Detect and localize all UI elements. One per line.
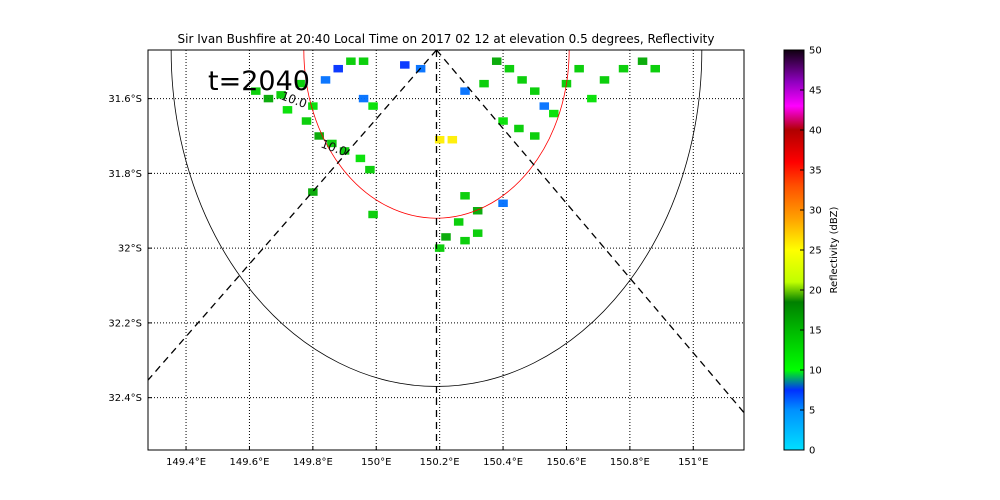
echo-cell — [472, 229, 483, 237]
colorbar-tick-label: 50 — [809, 46, 822, 57]
echo-cell — [479, 79, 489, 88]
echo-cell — [358, 57, 369, 65]
echo-cell — [491, 57, 502, 65]
grid — [148, 50, 744, 450]
echo-cell — [453, 218, 464, 226]
echo-cell — [539, 102, 550, 110]
echo-cell — [346, 57, 356, 65]
colorbar-tick-label: 10 — [809, 366, 822, 377]
echo-cell — [460, 87, 470, 95]
echo-cell — [530, 87, 540, 95]
echo-cell — [447, 135, 458, 144]
echo-cell — [308, 188, 318, 196]
x-tick-label: 149.8°E — [293, 457, 333, 468]
echo-cell — [339, 147, 350, 155]
echo-cell — [574, 64, 584, 73]
echo-cell — [276, 91, 286, 99]
echo-cell — [504, 64, 515, 73]
echo-cell — [295, 79, 305, 88]
colorbar-tick-label: 25 — [809, 246, 822, 257]
plot-area — [148, 50, 744, 450]
y-tick-label: 32.4°S — [108, 393, 142, 404]
x-tick-label: 150.4°E — [483, 457, 523, 468]
x-tick-label: 150.2°E — [420, 457, 460, 468]
plot-background — [148, 50, 744, 450]
x-tick-label: 150.8°E — [610, 457, 650, 468]
echo-cell — [358, 94, 369, 103]
x-tick-label: 151°E — [678, 457, 708, 468]
colorbar-tick-label: 0 — [809, 446, 815, 457]
colorbar-tick-label: 30 — [809, 206, 822, 217]
plot-frame — [147, 49, 745, 451]
y-axis: 31.6°S 31.8°S 32°S 32.2°S 32.4°S — [108, 94, 152, 404]
y-tick-label: 31.8°S — [108, 169, 142, 180]
y-tick-label: 32.2°S — [108, 318, 142, 329]
reflectivity-echoes — [251, 57, 660, 252]
x-tick-label: 149.4°E — [166, 457, 206, 468]
echo-cell — [263, 94, 274, 103]
echo-cell — [650, 64, 660, 73]
echo-cell — [599, 76, 610, 84]
echo-cell — [434, 244, 445, 252]
echo-cell — [282, 106, 293, 114]
echo-cell — [514, 124, 524, 133]
colorbar-tick-label: 45 — [809, 86, 822, 97]
echo-cell — [434, 135, 445, 144]
y-tick-label: 32°S — [118, 244, 142, 255]
echo-cell — [368, 102, 378, 110]
echo-cell — [333, 64, 343, 73]
echo-cell — [355, 154, 366, 163]
x-axis: 149.4°E 149.6°E 149.8°E 150°E 150.2°E 150.4°E… — [166, 446, 708, 468]
echo-cell — [314, 132, 324, 140]
echo-cell — [587, 94, 597, 103]
echo-cell — [517, 76, 527, 84]
colorbar-ticks: 0 5 10 15 20 25 30 35 40 45 50 — [800, 46, 822, 457]
echo-cell — [368, 210, 378, 219]
echo-cell — [441, 233, 451, 241]
radial-line — [148, 50, 437, 382]
x-tick-label: 150°E — [361, 457, 391, 468]
echo-cell — [472, 207, 483, 215]
time-annotation: t=2040 — [208, 66, 310, 97]
y-tick-label: 31.6°S — [108, 94, 142, 105]
colorbar-label: Reflectivity (dBZ) — [829, 206, 840, 293]
echo-cell — [365, 165, 375, 174]
colorbar-tick-label: 15 — [809, 326, 822, 337]
echo-cell — [618, 64, 629, 73]
echo-cell — [530, 132, 540, 140]
chart-title: Sir Ivan Bushfire at 20:40 Local Time on… — [178, 32, 715, 46]
colorbar-tick-label: 5 — [809, 406, 815, 417]
echo-cell — [400, 61, 410, 69]
echo-cell — [637, 57, 648, 65]
echo-cell — [549, 109, 559, 118]
x-tick-label: 150.6°E — [546, 457, 586, 468]
echo-cell — [251, 87, 261, 95]
echo-cell — [320, 76, 331, 84]
echo-cell — [460, 236, 470, 245]
colorbar-tick-label: 35 — [809, 166, 822, 177]
radial-line — [435, 50, 744, 414]
echo-cell — [301, 117, 312, 125]
radial-lines — [148, 50, 744, 450]
echo-cell — [308, 102, 318, 110]
colorbar-tick-label: 20 — [809, 286, 822, 297]
colorbar-tick-label: 40 — [809, 126, 822, 137]
x-tick-label: 149.6°E — [229, 457, 269, 468]
echo-cell — [498, 117, 508, 125]
echo-cell — [327, 139, 337, 148]
echo-cell — [498, 199, 508, 208]
echo-cell — [460, 192, 470, 200]
